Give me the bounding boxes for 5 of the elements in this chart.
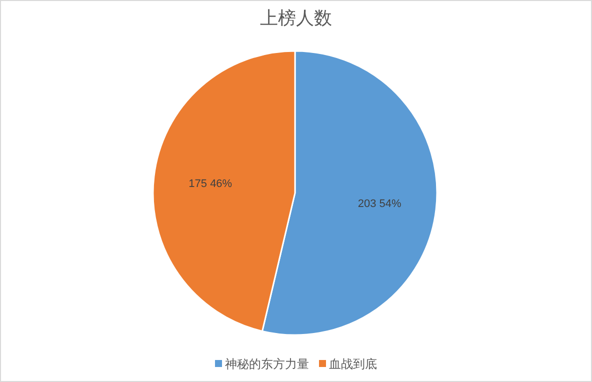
legend-label: 神秘的东方力量 (225, 357, 309, 371)
data-label: 203 54% (358, 198, 402, 210)
legend-label: 血战到底 (329, 357, 377, 371)
data-label: 175 46% (188, 178, 232, 190)
chart-title: 上榜人数 (260, 8, 332, 28)
